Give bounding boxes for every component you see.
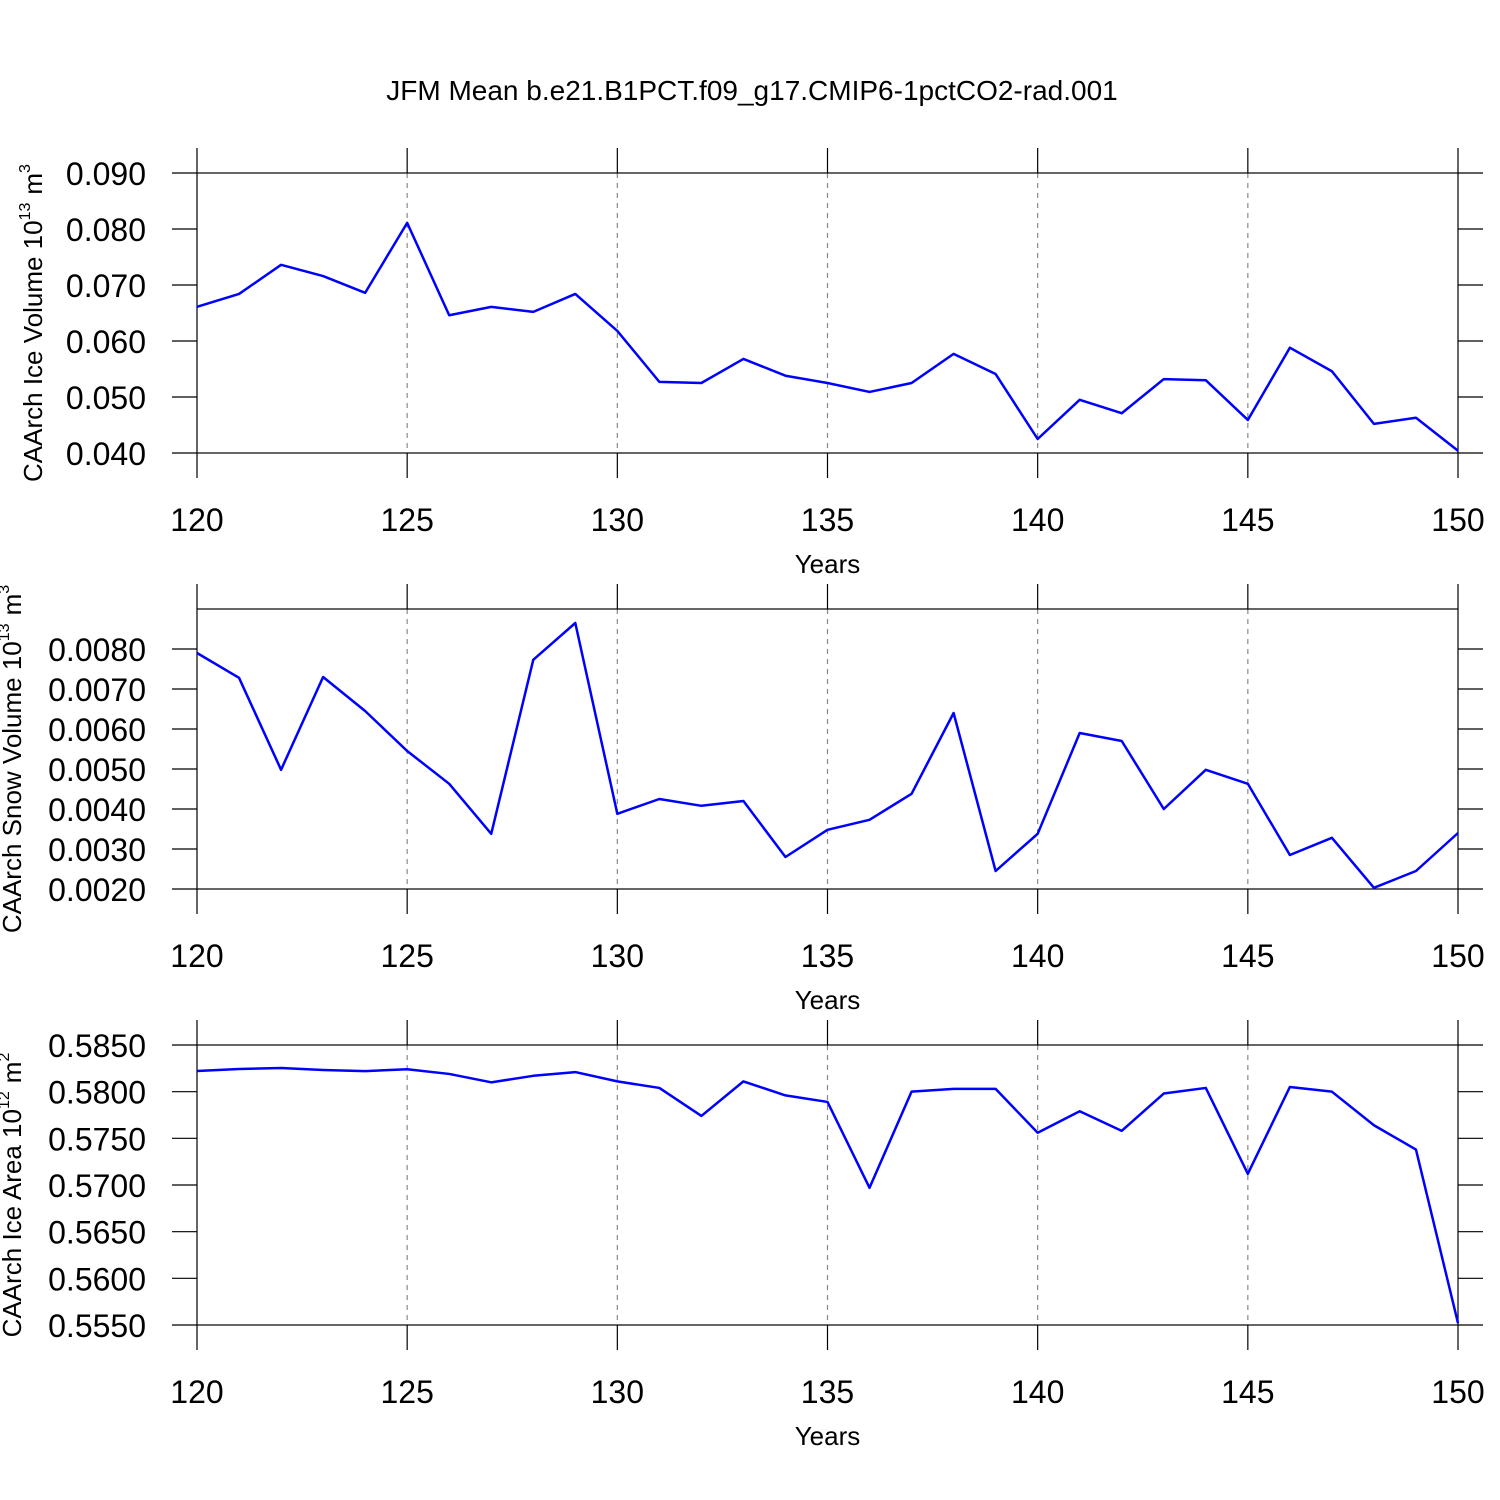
plot-frame xyxy=(196,1044,1459,1326)
x-tick-label: 140 xyxy=(1011,502,1064,538)
x-tick-label: 135 xyxy=(801,938,854,974)
y-tick-label: 0.0030 xyxy=(48,832,146,868)
x-tick-label: 145 xyxy=(1221,502,1274,538)
y-axis-title: CAArch Ice Area 1012 m2 xyxy=(0,1053,27,1338)
data-line xyxy=(196,221,1459,452)
y-tick-label: 0.5850 xyxy=(48,1028,146,1064)
y-axis-title-unit: m xyxy=(0,1062,27,1084)
y-tick-label: 0.5750 xyxy=(48,1121,146,1157)
y-tick-label: 0.050 xyxy=(66,380,146,416)
y-tick-label: 0.040 xyxy=(66,436,146,472)
data-line xyxy=(196,621,1459,890)
x-tick-label: 120 xyxy=(170,502,223,538)
y-axis-title-text: CAArch Ice Area 10 xyxy=(0,1109,27,1337)
x-tick-label: 135 xyxy=(801,1374,854,1410)
x-tick-label: 120 xyxy=(170,938,223,974)
y-axis-title-unit-exponent: 3 xyxy=(0,585,13,594)
x-tick-label: 135 xyxy=(801,502,854,538)
y-tick-label: 0.060 xyxy=(66,324,146,360)
x-tick-label: 125 xyxy=(380,938,433,974)
x-tick-label: 150 xyxy=(1431,1374,1484,1410)
y-axis-title: CAArch Ice Volume 1013 m3 xyxy=(17,164,48,482)
x-tick-label: 150 xyxy=(1431,938,1484,974)
y-axis-title-unit: m xyxy=(18,173,48,195)
x-tick-label: 130 xyxy=(591,502,644,538)
y-axis-title-exponent: 13 xyxy=(17,203,34,221)
x-tick-label: 145 xyxy=(1221,1374,1274,1410)
y-axis-title-unit: m xyxy=(0,594,27,616)
y-tick-label: 0.0050 xyxy=(48,752,146,788)
figure-title: JFM Mean b.e21.B1PCT.f09_g17.CMIP6-1pctC… xyxy=(386,75,1117,106)
y-tick-label: 0.080 xyxy=(66,212,146,248)
y-tick-label: 0.5800 xyxy=(48,1075,146,1111)
x-tick-label: 120 xyxy=(170,1374,223,1410)
plot-frame xyxy=(196,172,1459,454)
plot-frame xyxy=(196,608,1459,890)
y-tick-label: 0.0070 xyxy=(48,672,146,708)
x-axis-title: Years xyxy=(795,1421,861,1451)
y-tick-label: 0.0020 xyxy=(48,872,146,908)
x-tick-label: 130 xyxy=(591,1374,644,1410)
x-tick-label: 130 xyxy=(591,938,644,974)
x-tick-label: 140 xyxy=(1011,938,1064,974)
y-tick-label: 0.0060 xyxy=(48,712,146,748)
y-tick-label: 0.5550 xyxy=(48,1308,146,1344)
y-tick-label: 0.0040 xyxy=(48,792,146,828)
x-tick-label: 125 xyxy=(380,502,433,538)
y-tick-label: 0.0080 xyxy=(48,632,146,668)
x-tick-label: 150 xyxy=(1431,502,1484,538)
y-tick-label: 0.5650 xyxy=(48,1215,146,1251)
x-tick-label: 140 xyxy=(1011,1374,1064,1410)
y-axis-title-unit-exponent: 2 xyxy=(0,1053,13,1062)
y-axis-title-unit-exponent: 3 xyxy=(17,164,34,173)
x-axis-title: Years xyxy=(795,985,861,1015)
y-axis-title-exponent: 12 xyxy=(0,1091,13,1109)
x-axis-title: Years xyxy=(795,549,861,579)
y-axis-title-exponent: 13 xyxy=(0,623,13,641)
x-tick-label: 145 xyxy=(1221,938,1274,974)
data-line xyxy=(196,1066,1460,1324)
x-tick-label: 125 xyxy=(380,1374,433,1410)
y-tick-label: 0.090 xyxy=(66,156,146,192)
y-tick-label: 0.070 xyxy=(66,268,146,304)
y-axis-title-text: CAArch Ice Volume 10 xyxy=(18,220,48,482)
y-axis-title: CAArch Snow Volume 1013 m3 xyxy=(0,585,27,933)
y-tick-label: 0.5600 xyxy=(48,1261,146,1297)
y-axis-title-text: CAArch Snow Volume 10 xyxy=(0,641,27,933)
y-tick-label: 0.5700 xyxy=(48,1168,146,1204)
